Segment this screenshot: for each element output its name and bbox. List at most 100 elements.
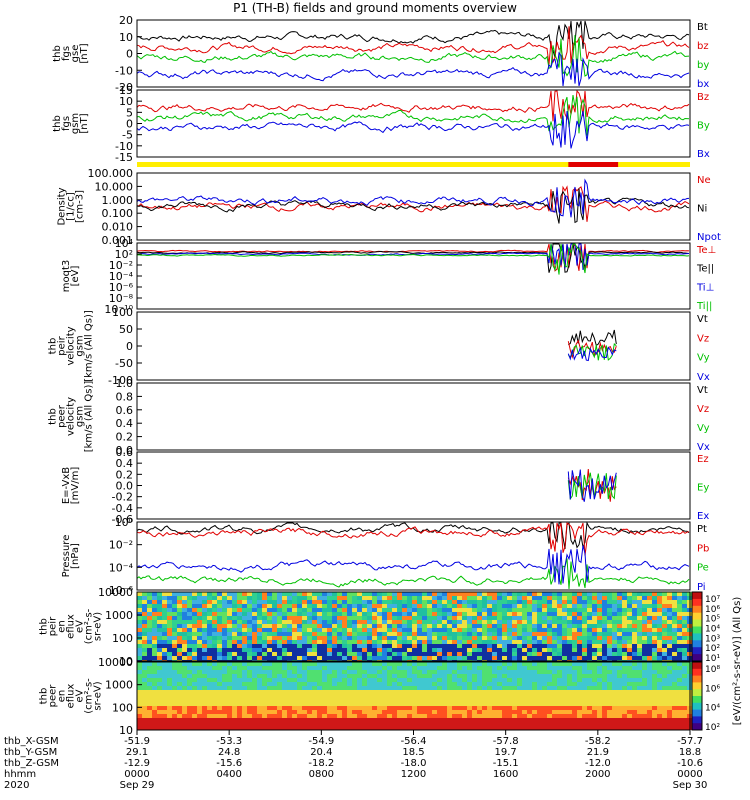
spectrogram-cell — [467, 648, 472, 652]
spectrogram-cell — [557, 636, 562, 640]
spectrogram-cell — [652, 652, 657, 656]
spectrogram-cell — [442, 636, 447, 640]
spectrogram-cell — [387, 674, 392, 678]
spectrogram-cell — [137, 652, 142, 656]
spectrogram-cell — [337, 604, 342, 608]
spectrogram-cell — [367, 710, 372, 714]
spectrogram-cell — [407, 718, 412, 722]
spectrogram-cell — [357, 596, 362, 600]
spectrogram-cell — [412, 632, 417, 636]
spectrogram-cell — [312, 612, 317, 616]
spectrogram-cell — [327, 600, 332, 604]
spectrogram-cell — [672, 620, 677, 624]
spectrogram-cell — [602, 604, 607, 608]
spectrogram-cell — [432, 678, 437, 682]
spectrogram-cell — [457, 616, 462, 620]
spectrogram-cell — [177, 628, 182, 632]
spectrogram-cell — [417, 690, 422, 694]
spectrogram-cell — [422, 616, 427, 620]
spectrogram-cell — [442, 592, 447, 596]
spectrogram-cell — [162, 624, 167, 628]
spectrogram-cell — [362, 620, 367, 624]
spectrogram-cell — [552, 600, 557, 604]
spectrogram-cell — [262, 600, 267, 604]
spectrogram-cell — [282, 604, 287, 608]
spectrogram-cell — [517, 682, 522, 686]
x-tick-label: 24.8 — [218, 747, 240, 758]
spectrogram-cell — [207, 662, 212, 666]
spectrogram-cell — [657, 620, 662, 624]
spectrogram-cell — [462, 698, 467, 702]
spectrogram-cell — [647, 592, 652, 596]
spectrogram-cell — [162, 596, 167, 600]
spectrogram-cell — [252, 612, 257, 616]
spectrogram-cell — [492, 640, 497, 644]
spectrogram-cell — [417, 608, 422, 612]
spectrogram-cell — [662, 726, 667, 730]
spectrogram-cell — [462, 726, 467, 730]
spectrogram-cell — [357, 682, 362, 686]
spectrogram-cell — [252, 706, 257, 710]
spectrogram-cell — [287, 666, 292, 670]
spectrogram-cell — [297, 620, 302, 624]
spectrogram-cell — [342, 648, 347, 652]
spectrogram-cell — [277, 636, 282, 640]
spectrogram-cell — [377, 596, 382, 600]
spectrogram-cell — [507, 702, 512, 706]
spectrogram-cell — [157, 604, 162, 608]
spectrogram-cell — [352, 674, 357, 678]
y-axis-label: gse — [70, 45, 81, 63]
spectrogram-cell — [262, 608, 267, 612]
spectrogram-cell — [307, 686, 312, 690]
spectrogram-cell — [172, 656, 177, 660]
spectrogram-cell — [512, 710, 517, 714]
spectrogram-cell — [402, 592, 407, 596]
spectrogram-cell — [562, 628, 567, 632]
y-tick-label: -10 — [115, 64, 133, 77]
spectrogram-cell — [452, 632, 457, 636]
spectrogram-cell — [457, 624, 462, 628]
spectrogram-cell — [537, 710, 542, 714]
legend-entry: Te|| — [696, 264, 714, 275]
spectrogram-cell — [417, 656, 422, 660]
spectrogram-cell — [162, 640, 167, 644]
trace-Ne — [136, 185, 690, 222]
spectrogram-cell — [672, 694, 677, 698]
spectrogram-cell — [167, 714, 172, 718]
x-row-label: thb_X-GSM — [4, 736, 59, 747]
spectrogram-cell — [557, 624, 562, 628]
spectrogram-cell — [402, 726, 407, 730]
spectrogram-cell — [387, 690, 392, 694]
spectrogram-cell — [542, 636, 547, 640]
spectrogram-cell — [352, 702, 357, 706]
spectrogram-cell — [607, 722, 612, 726]
spectrogram-cell — [567, 592, 572, 596]
spectrogram-cell — [302, 666, 307, 670]
spectrogram-cell — [167, 710, 172, 714]
spectrogram-cell — [677, 706, 682, 710]
spectrogram-cell — [467, 690, 472, 694]
spectrogram-cell — [397, 674, 402, 678]
spectrogram-cell — [457, 714, 462, 718]
spectrogram-cell — [582, 702, 587, 706]
spectrogram-cell — [327, 722, 332, 726]
spectrogram-cell — [412, 722, 417, 726]
spectrogram-cell — [557, 722, 562, 726]
spectrogram-cell — [672, 616, 677, 620]
y-axis-label: sr-eV) — [93, 612, 104, 641]
spectrogram-cell — [577, 632, 582, 636]
spectrogram-cell — [482, 644, 487, 648]
spectrogram-cell — [252, 648, 257, 652]
spectrogram-cell — [672, 632, 677, 636]
spectrogram-cell — [597, 624, 602, 628]
spectrogram-cell — [422, 686, 427, 690]
spectrogram-cell — [647, 726, 652, 730]
spectrogram-cell — [212, 690, 217, 694]
spectrogram-cell — [227, 640, 232, 644]
spectrogram-cell — [282, 662, 287, 666]
trace-Pt — [136, 521, 690, 550]
spectrogram-cell — [137, 674, 142, 678]
spectrogram-cell — [607, 706, 612, 710]
spectrogram-cell — [167, 600, 172, 604]
y-axis-label: eV — [75, 689, 86, 702]
